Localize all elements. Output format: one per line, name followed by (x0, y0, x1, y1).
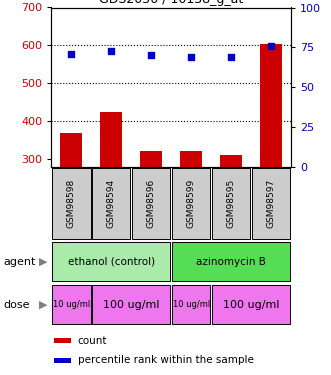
Text: dose: dose (3, 300, 30, 310)
Bar (92, 285, 170, 324)
Bar (172, 285, 211, 324)
Text: azinomycin B: azinomycin B (196, 256, 266, 267)
Bar (180, 151, 202, 167)
Bar (220, 156, 242, 167)
Text: GSM98599: GSM98599 (187, 179, 196, 228)
Point (269, 43, 274, 49)
Bar (132, 168, 170, 238)
Bar (60, 133, 82, 167)
Text: GSM98595: GSM98595 (227, 179, 236, 228)
Text: 100 ug/ml: 100 ug/ml (223, 300, 280, 310)
Text: 100 ug/ml: 100 ug/ml (103, 300, 160, 310)
Text: count: count (78, 336, 107, 346)
Text: GSM98596: GSM98596 (147, 179, 156, 228)
Text: ethanol (control): ethanol (control) (68, 256, 155, 267)
Point (109, 48, 114, 54)
Bar (92, 168, 130, 238)
Point (229, 54, 234, 60)
Bar (52, 168, 90, 238)
Point (149, 52, 154, 58)
Bar (172, 242, 291, 281)
Text: percentile rank within the sample: percentile rank within the sample (78, 355, 254, 365)
Bar (54, 358, 71, 363)
Title: GDS2050 / 10138_g_at: GDS2050 / 10138_g_at (99, 0, 243, 6)
Text: ▶: ▶ (39, 256, 47, 267)
Text: 10 ug/ml: 10 ug/ml (173, 300, 210, 309)
Bar (260, 44, 282, 167)
Bar (54, 339, 71, 344)
Bar (52, 285, 90, 324)
Text: 10 ug/ml: 10 ug/ml (53, 300, 90, 309)
Text: GSM98598: GSM98598 (67, 179, 76, 228)
Text: GSM98597: GSM98597 (267, 179, 276, 228)
Bar (172, 168, 211, 238)
Point (69, 51, 74, 57)
Text: ▶: ▶ (39, 300, 47, 310)
Text: GSM98594: GSM98594 (107, 179, 116, 228)
Bar (100, 112, 122, 167)
Bar (140, 151, 162, 167)
Bar (252, 168, 291, 238)
Bar (212, 168, 251, 238)
Point (189, 54, 194, 60)
Bar (212, 285, 291, 324)
Text: agent: agent (3, 256, 36, 267)
Bar (52, 242, 170, 281)
